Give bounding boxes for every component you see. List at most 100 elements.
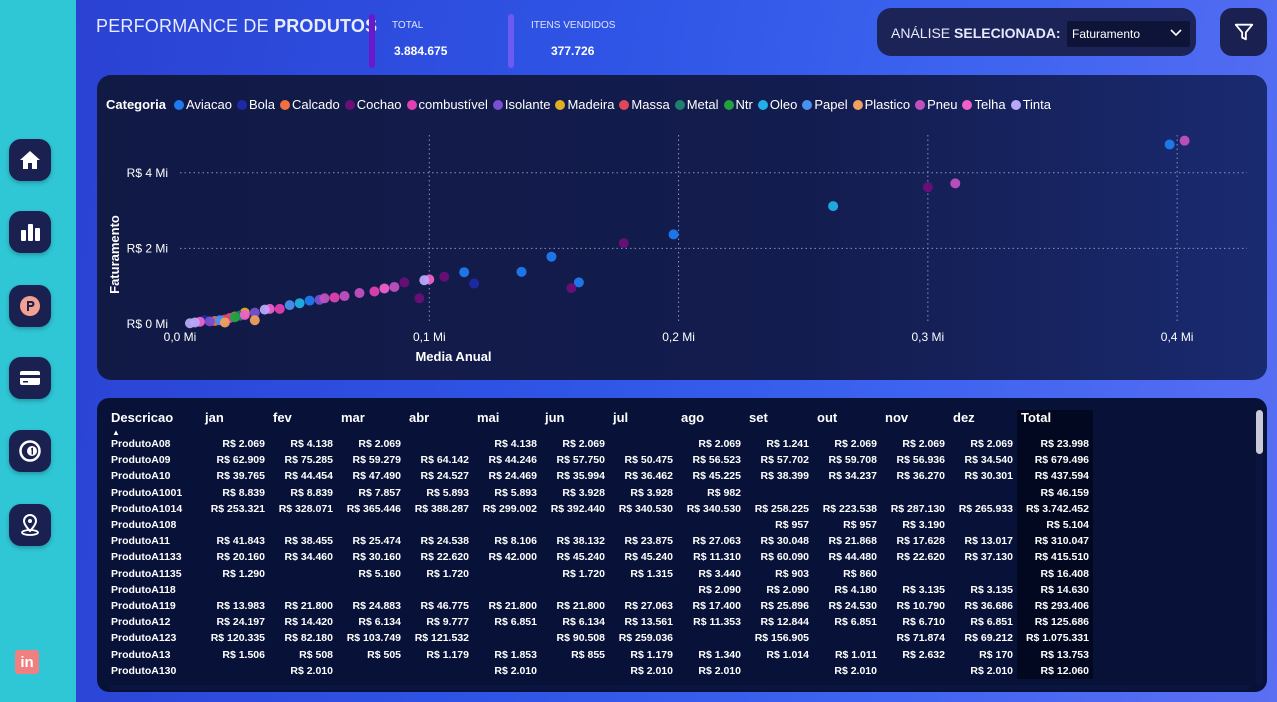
value-cell: R$ 46.775 [420,599,469,612]
nav-card-button[interactable] [9,357,51,399]
value-cell: R$ 2.010 [630,664,673,677]
value-cell [405,582,473,598]
legend-label: Massa [631,97,670,112]
legend-item[interactable]: Massa [619,97,670,112]
row-label: ProdutoA1001 [111,486,183,499]
value-cell [541,582,609,598]
nav-charts-button[interactable] [9,211,51,253]
filter-button[interactable] [1220,8,1267,56]
kpi-total-value: 3.884.675 [394,44,448,58]
legend-item[interactable]: Plastico [852,97,910,112]
column-header[interactable]: fev [273,410,292,425]
column-header[interactable]: mar [341,410,365,425]
value-cell [473,630,541,646]
analysis-dropdown-value: Faturamento [1072,27,1141,41]
column-header[interactable]: abr [409,410,430,425]
value-cell: R$ 11.310 [693,551,741,564]
value-cell: R$ 57.750 [556,454,605,467]
value-cell: R$ 365.446 [346,502,401,515]
nav-location-button[interactable] [9,504,51,546]
value-cell: R$ 2.010 [698,664,741,677]
value-cell: R$ 340.530 [686,502,741,515]
value-cell: R$ 2.010 [834,664,877,677]
column-header[interactable]: nov [885,410,909,425]
nav-one-button[interactable] [9,430,51,472]
value-cell: R$ 39.765 [216,470,265,483]
legend-item[interactable]: Cochao [344,97,402,112]
kpi-items-value: 377.726 [551,44,595,58]
vertical-scrollbar[interactable] [1256,410,1263,685]
value-cell: R$ 45.240 [556,551,605,564]
linkedin-icon[interactable]: in [15,650,39,674]
legend-item[interactable]: Madeira [555,97,614,112]
value-cell [677,517,745,533]
value-cell [405,517,473,533]
table-row: ProdutoA123 R$ 120.335 R$ 82.180 R$ 103.749… [107,630,1093,647]
row-total-cell: R$ 16.408 [1017,565,1093,582]
value-cell: R$ 2.069 [902,438,945,451]
nav-product-button[interactable] [9,285,51,327]
legend-item[interactable]: Oleo [757,97,797,112]
legend-item[interactable]: Papel [802,97,848,112]
column-header[interactable]: ago [681,410,705,425]
legend-item[interactable]: Pneu [915,97,957,112]
horizontal-scrollbar[interactable] [110,685,1250,690]
value-cell: R$ 8.106 [494,535,537,548]
value-cell [269,566,337,582]
sort-ascending-icon[interactable]: ▲ [112,428,120,437]
legend-item[interactable]: Telha [962,97,1006,112]
value-cell: R$ 388.287 [414,502,469,515]
value-cell: R$ 13.561 [624,616,673,629]
analysis-selector-panel: ANÁLISE SELECIONADA: Faturamento [877,8,1196,56]
value-cell: R$ 9.777 [426,616,469,629]
value-cell: R$ 982 [707,486,741,499]
column-header[interactable]: jul [613,410,629,425]
row-total-cell: R$ 23.998 [1017,436,1093,453]
value-cell: R$ 957 [775,519,809,532]
value-cell: R$ 2.069 [698,438,741,451]
value-cell: R$ 38.132 [556,535,605,548]
analysis-dropdown[interactable]: Faturamento [1067,21,1190,47]
column-header[interactable]: Total [1017,410,1093,436]
legend-item[interactable]: combustível [406,97,488,112]
scatter-point [922,182,933,193]
value-cell: R$ 4.138 [290,438,333,451]
legend-item[interactable]: Calcado [280,97,340,112]
legend-item[interactable]: Aviacao [173,97,232,112]
scatter-point [259,304,270,315]
column-header[interactable]: set [749,410,768,425]
column-header[interactable]: dez [953,410,975,425]
value-cell [949,566,1017,582]
legend-dot [406,99,417,110]
value-cell: R$ 2.069 [562,438,605,451]
scrollbar-thumb[interactable] [1256,410,1263,454]
chevron-down-icon [1170,25,1182,44]
legend-item[interactable]: Bola [236,97,275,112]
x-axis-title: Media Anual [415,349,491,364]
table-row: ProdutoA118 R$ 2.090 R$ 2.090 R$ 4.180 R$ 3.… [107,581,1093,598]
kpi-accent-bar [369,14,375,68]
value-cell: R$ 1.290 [222,567,265,580]
legend-item[interactable]: Metal [674,97,719,112]
one-circle-icon [19,440,41,462]
value-cell: R$ 24.527 [420,470,469,483]
row-label: ProdutoA1014 [111,502,183,515]
column-header[interactable]: jun [545,410,565,425]
column-header-descricao[interactable]: Descricao [111,410,174,425]
value-cell: R$ 7.857 [358,486,401,499]
value-cell: R$ 1.014 [766,648,809,661]
scatter-point [284,300,295,311]
scatter-point [189,317,200,328]
legend-item[interactable]: Isolante [492,97,550,112]
column-header[interactable]: out [817,410,838,425]
value-cell: R$ 14.420 [284,616,333,629]
scatter-point [204,316,215,327]
nav-home-button[interactable] [9,139,51,181]
column-header[interactable]: mai [477,410,500,425]
value-cell: R$ 34.237 [828,470,877,483]
column-header[interactable]: jan [205,410,224,425]
legend-item[interactable]: Ntr [723,97,753,112]
value-cell [201,663,269,679]
value-cell: R$ 62.909 [216,454,265,467]
legend-item[interactable]: Tinta [1010,97,1051,112]
